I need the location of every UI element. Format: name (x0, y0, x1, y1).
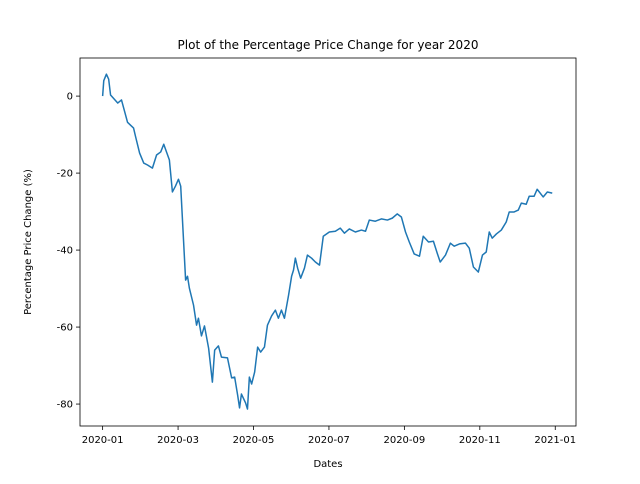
x-tick-label: 2020-11 (459, 435, 501, 446)
x-tick-label: 2020-01 (82, 435, 124, 446)
y-tick-label: -20 (57, 169, 73, 180)
y-tick-label: -80 (57, 400, 73, 411)
y-tick-label: -60 (57, 323, 73, 334)
x-tick-label: 2020-09 (383, 435, 425, 446)
x-tick-label: 2021-01 (534, 435, 576, 446)
x-tick-label: 2020-05 (233, 435, 275, 446)
plot-frame (79, 57, 577, 427)
y-tick-label: -40 (57, 246, 73, 257)
y-axis-label: Percentage Price Change (%) (23, 169, 34, 315)
x-tick-label: 2020-03 (157, 435, 199, 446)
x-tick-label: 2020-07 (308, 435, 350, 446)
line-series (101, 73, 553, 410)
x-axis-label: Dates (313, 459, 342, 470)
y-tick-label: 0 (67, 92, 73, 103)
chart-title: Plot of the Percentage Price Change for … (178, 38, 479, 52)
